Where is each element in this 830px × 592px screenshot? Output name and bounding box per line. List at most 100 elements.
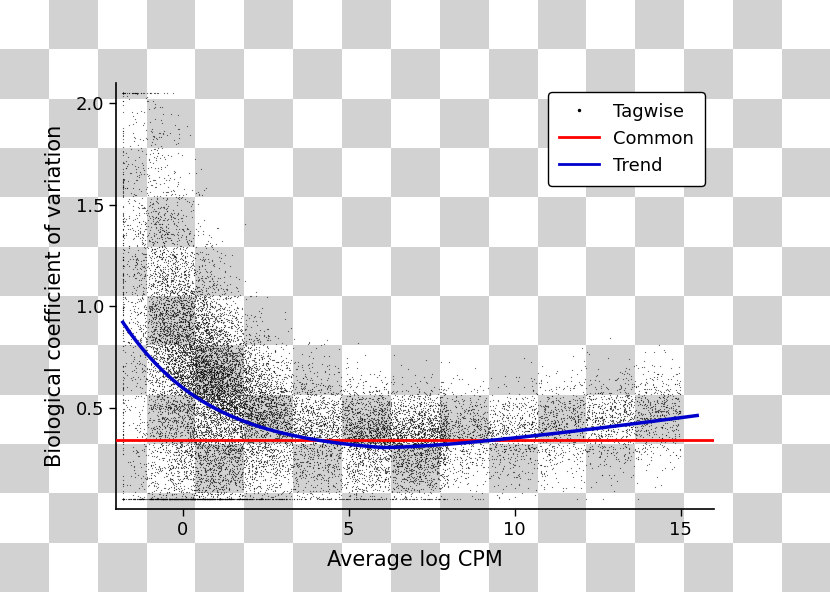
Point <box>345 450 359 459</box>
Point <box>574 407 588 417</box>
Point <box>144 369 157 378</box>
Point <box>431 464 444 473</box>
Point <box>540 437 553 446</box>
Point <box>360 424 374 433</box>
Point <box>205 425 218 435</box>
Point <box>236 349 249 359</box>
Point <box>228 468 242 477</box>
Point <box>284 401 297 411</box>
Point <box>199 443 212 453</box>
Point <box>351 397 364 406</box>
Point <box>183 430 197 440</box>
Point <box>207 481 220 491</box>
Point <box>156 419 169 429</box>
Point <box>171 424 184 434</box>
Point <box>354 437 368 447</box>
Point <box>197 388 210 397</box>
Point <box>584 395 598 405</box>
Point <box>116 252 129 262</box>
Point <box>563 443 576 453</box>
Point <box>622 393 636 403</box>
Point <box>144 343 158 352</box>
Point <box>216 358 229 368</box>
Point <box>555 427 569 436</box>
Point <box>252 396 266 406</box>
Point <box>198 427 212 436</box>
Point <box>434 400 447 409</box>
Point <box>378 441 391 451</box>
Point <box>204 387 217 397</box>
Point <box>404 466 417 476</box>
Point <box>247 355 260 365</box>
Point <box>217 402 230 411</box>
Point <box>233 447 247 456</box>
Point <box>161 408 174 417</box>
Point <box>525 408 538 418</box>
Point <box>405 450 418 459</box>
Point <box>566 403 579 413</box>
Point <box>390 426 403 435</box>
Point <box>413 407 426 416</box>
Point <box>364 430 378 440</box>
Point <box>442 433 455 443</box>
Point <box>285 382 298 391</box>
Point <box>657 441 671 451</box>
Point <box>349 465 362 475</box>
Point <box>331 397 344 406</box>
Point <box>165 408 178 418</box>
Point <box>178 463 191 472</box>
Point <box>201 318 214 327</box>
Point <box>389 414 403 423</box>
Point <box>154 464 167 473</box>
Point <box>645 407 658 417</box>
Point <box>322 434 335 443</box>
Point <box>338 405 351 414</box>
Point <box>117 217 130 227</box>
Point <box>144 494 158 504</box>
Point <box>159 223 173 232</box>
Point <box>174 378 188 388</box>
Point <box>285 356 298 365</box>
Point <box>224 419 237 429</box>
Point <box>356 494 369 504</box>
Point <box>513 447 526 456</box>
Point <box>326 399 339 408</box>
Point <box>418 433 432 443</box>
Point <box>139 337 153 346</box>
Point <box>344 419 358 429</box>
Point <box>116 290 129 300</box>
Point <box>171 352 184 361</box>
Point <box>430 426 443 436</box>
Point <box>224 400 237 410</box>
Point <box>164 403 177 412</box>
Point <box>157 320 170 329</box>
Point <box>196 483 209 493</box>
Point <box>374 442 387 451</box>
Point <box>587 402 600 411</box>
Point <box>495 441 508 451</box>
Point <box>435 396 448 406</box>
Point <box>303 403 316 412</box>
Point <box>625 423 638 432</box>
Point <box>183 347 197 356</box>
Point <box>275 386 288 395</box>
Point <box>193 335 206 345</box>
Point <box>232 461 246 470</box>
Point <box>247 355 261 365</box>
Point <box>392 466 405 475</box>
Point <box>595 470 608 480</box>
Point <box>415 420 428 430</box>
Point <box>405 451 418 460</box>
Point <box>167 399 180 408</box>
Point <box>300 466 314 476</box>
Point <box>494 419 507 428</box>
Point <box>167 363 180 372</box>
Point <box>169 377 183 386</box>
Point <box>147 313 160 322</box>
Point <box>116 150 129 159</box>
Point <box>223 477 237 486</box>
Point <box>443 429 457 438</box>
Point <box>174 440 188 449</box>
Point <box>180 224 193 233</box>
Point <box>143 280 156 289</box>
